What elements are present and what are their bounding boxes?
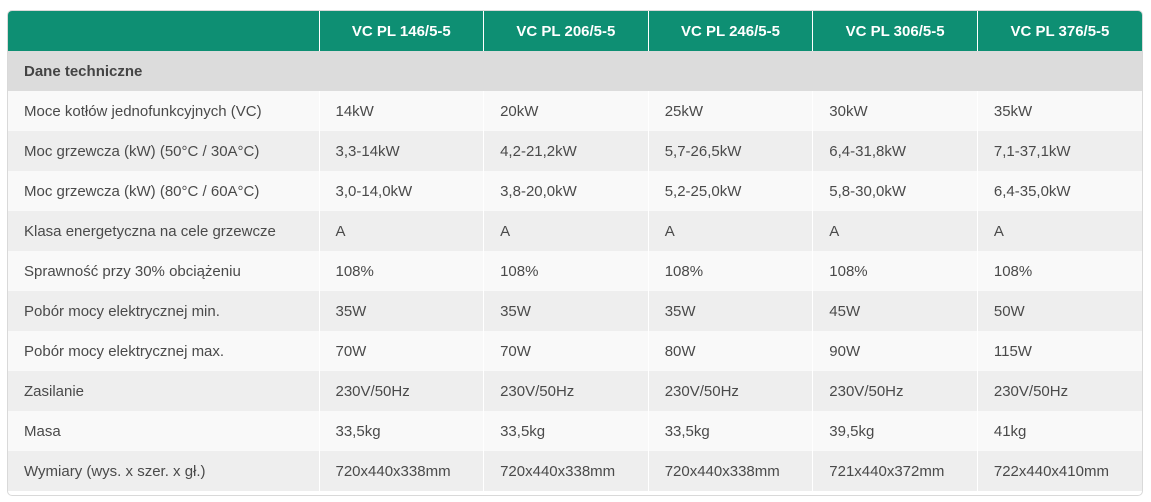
- row-label: Moc grzewcza (kW) (50°C / 30A°C): [8, 131, 319, 171]
- row-value: A: [812, 211, 978, 251]
- row-value: 230V/50Hz: [318, 371, 484, 411]
- row-value: 50W: [976, 291, 1142, 331]
- row-value: 7,1-37,1kW: [976, 131, 1142, 171]
- header-model-1: VC PL 146/5-5: [318, 11, 484, 51]
- row-value: 25kW: [647, 91, 813, 131]
- row-value: 4,2-21,2kW: [483, 131, 649, 171]
- row-value: 70W: [483, 331, 649, 371]
- row-value: 30kW: [812, 91, 978, 131]
- section-title: Dane techniczne: [8, 51, 1142, 91]
- row-value: 230V/50Hz: [812, 371, 978, 411]
- row-value: 35W: [483, 291, 649, 331]
- table-row: Sprawność przy 30% obciążeniu 108% 108% 108…: [8, 251, 1142, 291]
- row-value: 108%: [976, 251, 1142, 291]
- row-label: Zasilanie: [8, 371, 319, 411]
- row-value: 721x440x372mm: [812, 451, 978, 491]
- row-value: 115W: [976, 331, 1142, 371]
- row-value: 39,5kg: [812, 411, 978, 451]
- row-value: 14kW: [318, 91, 484, 131]
- row-value: 230V/50Hz: [976, 371, 1142, 411]
- row-value: A: [647, 211, 813, 251]
- table-row: Masa 33,5kg 33,5kg 33,5kg 39,5kg 41kg: [8, 411, 1142, 451]
- row-label: Moce kotłów jednofunkcyjnych (VC): [8, 91, 319, 131]
- row-value: 108%: [483, 251, 649, 291]
- row-value: 722x440x410mm: [976, 451, 1142, 491]
- table-row: Moc grzewcza (kW) (80°C / 60A°C) 3,0-14,0…: [8, 171, 1142, 211]
- header-model-4: VC PL 306/5-5: [812, 11, 978, 51]
- row-value: 33,5kg: [318, 411, 484, 451]
- table-row: Pobór mocy elektrycznej min. 35W 35W 35W 45W…: [8, 291, 1142, 331]
- row-value: 230V/50Hz: [647, 371, 813, 411]
- row-value: 41kg: [976, 411, 1142, 451]
- row-value: 108%: [647, 251, 813, 291]
- table-row: Moc grzewcza (kW) (50°C / 30A°C) 3,3-14kW…: [8, 131, 1142, 171]
- table-row: Klasa energetyczna na cele grzewcze A A A A A: [8, 211, 1142, 251]
- row-label: Klasa energetyczna na cele grzewcze: [8, 211, 319, 251]
- header-model-5: VC PL 376/5-5: [976, 11, 1142, 51]
- spec-table-container: VC PL 146/5-5 VC PL 206/5-5 VC PL 246/5-…: [7, 10, 1143, 496]
- section-row: Dane techniczne: [8, 51, 1142, 91]
- row-value: 3,8-20,0kW: [483, 171, 649, 211]
- table-row: Moce kotłów jednofunkcyjnych (VC) 14kW 20k…: [8, 91, 1142, 131]
- header-row: VC PL 146/5-5 VC PL 206/5-5 VC PL 246/5-…: [8, 11, 1142, 51]
- row-value: 3,0-14,0kW: [318, 171, 484, 211]
- row-value: 108%: [812, 251, 978, 291]
- header-model-3: VC PL 246/5-5: [647, 11, 813, 51]
- row-value: 720x440x338mm: [318, 451, 484, 491]
- row-value: 70W: [318, 331, 484, 371]
- row-value: 35kW: [976, 91, 1142, 131]
- row-label: Sprawność przy 30% obciążeniu: [8, 251, 319, 291]
- row-value: 108%: [318, 251, 484, 291]
- row-label: Pobór mocy elektrycznej min.: [8, 291, 319, 331]
- row-value: A: [318, 211, 484, 251]
- table-body: Dane techniczne Moce kotłów jednofunkcyj…: [8, 51, 1142, 491]
- header-model-2: VC PL 206/5-5: [483, 11, 649, 51]
- row-value: 35W: [647, 291, 813, 331]
- table-row: Zasilanie 230V/50Hz 230V/50Hz 230V/50Hz 230V…: [8, 371, 1142, 411]
- row-value: 5,2-25,0kW: [647, 171, 813, 211]
- row-label: Moc grzewcza (kW) (80°C / 60A°C): [8, 171, 319, 211]
- row-value: 230V/50Hz: [483, 371, 649, 411]
- row-value: 20kW: [483, 91, 649, 131]
- row-value: 3,3-14kW: [318, 131, 484, 171]
- row-value: 720x440x338mm: [483, 451, 649, 491]
- row-label: Masa: [8, 411, 319, 451]
- row-value: 5,7-26,5kW: [647, 131, 813, 171]
- row-value: 720x440x338mm: [647, 451, 813, 491]
- header-empty-cell: [8, 11, 319, 51]
- row-value: 90W: [812, 331, 978, 371]
- row-value: 80W: [647, 331, 813, 371]
- table-row: Wymiary (wys. x szer. x gł.) 720x440x338m…: [8, 451, 1142, 491]
- row-value: 33,5kg: [483, 411, 649, 451]
- row-value: A: [976, 211, 1142, 251]
- table-header: VC PL 146/5-5 VC PL 206/5-5 VC PL 246/5-…: [8, 11, 1142, 51]
- row-value: 5,8-30,0kW: [812, 171, 978, 211]
- row-value: A: [483, 211, 649, 251]
- row-value: 6,4-35,0kW: [976, 171, 1142, 211]
- spec-table: VC PL 146/5-5 VC PL 206/5-5 VC PL 246/5-…: [8, 11, 1142, 491]
- row-label: Pobór mocy elektrycznej max.: [8, 331, 319, 371]
- row-value: 45W: [812, 291, 978, 331]
- row-label: Wymiary (wys. x szer. x gł.): [8, 451, 319, 491]
- row-value: 33,5kg: [647, 411, 813, 451]
- table-row: Pobór mocy elektrycznej max. 70W 70W 80W 90W…: [8, 331, 1142, 371]
- row-value: 6,4-31,8kW: [812, 131, 978, 171]
- row-value: 35W: [318, 291, 484, 331]
